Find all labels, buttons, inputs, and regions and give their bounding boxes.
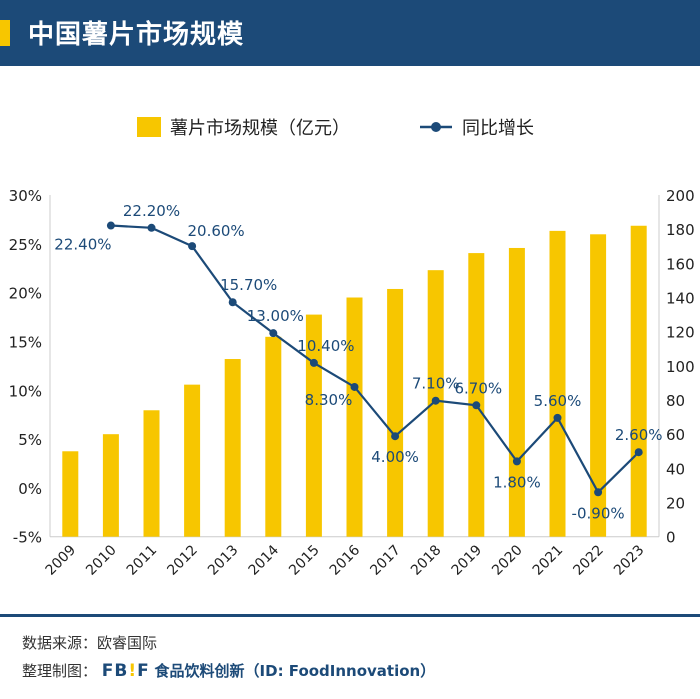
bar xyxy=(143,410,160,537)
growth-point xyxy=(147,223,156,232)
bar xyxy=(346,297,363,537)
bar xyxy=(387,288,404,537)
footer-divider xyxy=(0,614,700,617)
growth-point xyxy=(106,221,115,230)
growth-data-label: 10.40% xyxy=(297,337,354,355)
left-tick-label: 30% xyxy=(9,187,42,205)
growth-data-label: 2.60% xyxy=(615,426,663,444)
growth-data-label: 6.70% xyxy=(454,379,502,397)
legend-line-label: 同比增长 xyxy=(462,118,534,139)
growth-point xyxy=(431,396,440,405)
right-tick-label: 200 xyxy=(666,187,695,205)
x-tick-label: 2019 xyxy=(449,542,486,579)
growth-data-label: 5.60% xyxy=(534,392,582,410)
bar xyxy=(305,314,322,537)
x-tick-label: 2015 xyxy=(286,542,323,579)
left-tick-label: 10% xyxy=(9,382,42,400)
growth-data-label: 7.10% xyxy=(412,375,460,393)
maker-line: 整理制图： FB!F 食品饮料创新（ID: FoodInnovation） xyxy=(22,660,435,681)
left-tick-label: 15% xyxy=(9,333,42,351)
growth-point xyxy=(269,329,278,338)
growth-point xyxy=(553,413,562,422)
bar xyxy=(549,230,566,537)
x-tick-label: 2014 xyxy=(246,542,283,579)
growth-point xyxy=(391,432,400,441)
right-tick-label: 180 xyxy=(666,221,695,239)
bar xyxy=(590,234,607,537)
growth-data-label: 13.00% xyxy=(247,307,304,325)
growth-data-label: -0.90% xyxy=(572,504,625,522)
growth-data-label: 1.80% xyxy=(493,473,541,491)
right-tick-label: 80 xyxy=(666,392,685,410)
growth-data-label: 4.00% xyxy=(371,448,419,466)
x-tick-label: 2010 xyxy=(83,542,120,579)
bar xyxy=(630,225,647,537)
growth-point xyxy=(594,488,603,497)
growth-data-label: 8.30% xyxy=(305,391,353,409)
x-tick-label: 2016 xyxy=(327,542,364,579)
legend-bar-swatch xyxy=(137,117,161,137)
growth-point xyxy=(472,401,481,410)
header: 中国薯片市场规模 xyxy=(0,0,700,66)
source-value: 欧睿国际 xyxy=(97,634,158,652)
growth-data-label: 20.60% xyxy=(187,222,244,240)
fbif-logo: FB!F xyxy=(101,661,150,681)
x-tick-label: 2021 xyxy=(530,542,567,579)
growth-point xyxy=(228,298,237,307)
x-tick-label: 2020 xyxy=(489,542,526,579)
growth-point xyxy=(188,242,197,251)
page-title: 中国薯片市场规模 xyxy=(28,20,245,50)
growth-point xyxy=(512,457,521,466)
maker-label: 整理制图： xyxy=(22,662,98,680)
x-tick-label: 2011 xyxy=(124,542,161,579)
left-tick-label: -5% xyxy=(13,529,42,547)
x-tick-label: 2018 xyxy=(408,542,445,579)
left-tick-label: 20% xyxy=(9,285,42,303)
bar xyxy=(468,253,485,537)
right-tick-label: 160 xyxy=(666,255,695,273)
left-tick-label: 0% xyxy=(18,480,42,498)
x-tick-label: 2012 xyxy=(164,542,201,579)
bar xyxy=(508,247,525,537)
growth-point xyxy=(309,358,318,367)
right-tick-label: 120 xyxy=(666,324,695,342)
legend-line-marker xyxy=(431,122,441,132)
source-label: 数据来源： xyxy=(22,634,98,652)
x-tick-label: 2017 xyxy=(367,542,404,579)
growth-data-label: 22.20% xyxy=(123,202,180,220)
source-line: 数据来源：欧睿国际 xyxy=(22,632,157,653)
x-tick-label: 2023 xyxy=(611,542,648,579)
x-tick-label: 2022 xyxy=(570,542,607,579)
left-tick-label: 25% xyxy=(9,236,42,254)
bar xyxy=(265,336,282,537)
x-tick-label: 2013 xyxy=(205,542,242,579)
growth-line xyxy=(110,224,640,495)
header-accent xyxy=(0,20,10,46)
bar xyxy=(102,434,119,537)
x-tick-label: 2009 xyxy=(43,542,80,579)
chart: 薯片市场规模（亿元） 同比增长 -5% 0% 5% 10% 15% 20% 25% 30% 0 20 4… xyxy=(9,117,695,579)
right-tick-label: 20 xyxy=(666,495,685,513)
growth-data-label: 15.70% xyxy=(220,276,277,294)
right-tick-label: 40 xyxy=(666,460,685,478)
left-tick-label: 5% xyxy=(18,431,42,449)
brand-name: 食品饮料创新（ID: FoodInnovation） xyxy=(154,662,436,680)
right-tick-label: 100 xyxy=(666,358,695,376)
growth-data-label: 22.40% xyxy=(54,236,111,254)
growth-point xyxy=(634,448,643,457)
right-tick-label: 60 xyxy=(666,426,685,444)
right-tick-label: 140 xyxy=(666,290,695,308)
growth-point xyxy=(350,382,359,391)
bar xyxy=(224,359,241,537)
bar xyxy=(184,384,201,537)
bar xyxy=(62,451,79,537)
legend-bar-label: 薯片市场规模（亿元） xyxy=(170,118,350,139)
right-tick-label: 0 xyxy=(666,529,676,547)
